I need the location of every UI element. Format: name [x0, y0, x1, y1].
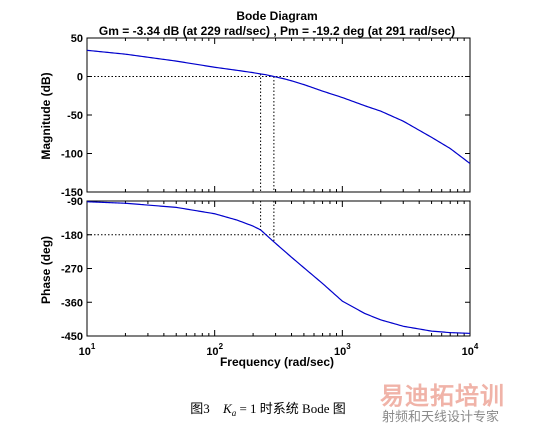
- k-subscript: a: [231, 408, 237, 418]
- phase-plot: -90 -180 -270 -360 -450: [61, 196, 471, 343]
- magnitude-y-tick-label: 0: [77, 72, 83, 84]
- frequency-axis: 101 102 103 104: [79, 342, 479, 358]
- magnitude-series-line: [86, 49, 471, 164]
- magnitude-y-tick-label: 50: [71, 33, 83, 45]
- figure-caption: 图3 Ka = 1 时系统 Bode 图: [0, 398, 536, 418]
- phase-y-tick-label: -270: [61, 264, 83, 276]
- x-axis-label: Frequency (rad/sec): [220, 355, 334, 369]
- phase-y-tick-label: -180: [61, 230, 83, 242]
- phase-y-tick-label: -360: [61, 297, 83, 309]
- phase-y-tick-label: -90: [67, 196, 83, 208]
- magnitude-plot: 50 0 -50 -100 -150: [61, 33, 471, 199]
- phase-y-tick-label: -450: [61, 331, 83, 343]
- chart-title: Bode Diagram: [236, 9, 317, 23]
- watermark-sub-text: 射频和天线设计专家: [382, 410, 500, 425]
- x-tick-label: 103: [334, 342, 351, 358]
- x-tick-label: 102: [206, 342, 223, 358]
- bode-figure: Bode Diagram Gm = -3.34 dB (at 229 rad/s…: [39, 9, 479, 369]
- magnitude-y-tick-label: -50: [67, 110, 83, 122]
- phase-axis-label: Phase (deg): [39, 236, 53, 304]
- magnitude-y-tick-label: -150: [61, 187, 83, 199]
- magnitude-axis-label: Magnitude (dB): [39, 72, 53, 159]
- x-tick-label: 104: [462, 342, 479, 358]
- chart-subtitle: Gm = -3.34 dB (at 229 rad/sec) , Pm = -1…: [99, 24, 455, 38]
- watermark-main-text: 易迪拓培训: [380, 382, 505, 410]
- phase-axes-box: [86, 200, 471, 337]
- figure-label: 图3: [190, 401, 210, 416]
- watermark-logo: 易迪拓培训 射频和天线设计专家: [380, 376, 530, 425]
- k-symbol: K: [223, 401, 232, 416]
- magnitude-axes-box: [86, 37, 471, 193]
- caption-text: = 1 时系统 Bode 图: [239, 401, 346, 416]
- x-tick-label: 101: [79, 342, 96, 358]
- phase-series-line: [86, 201, 471, 334]
- magnitude-y-tick-label: -100: [61, 149, 83, 161]
